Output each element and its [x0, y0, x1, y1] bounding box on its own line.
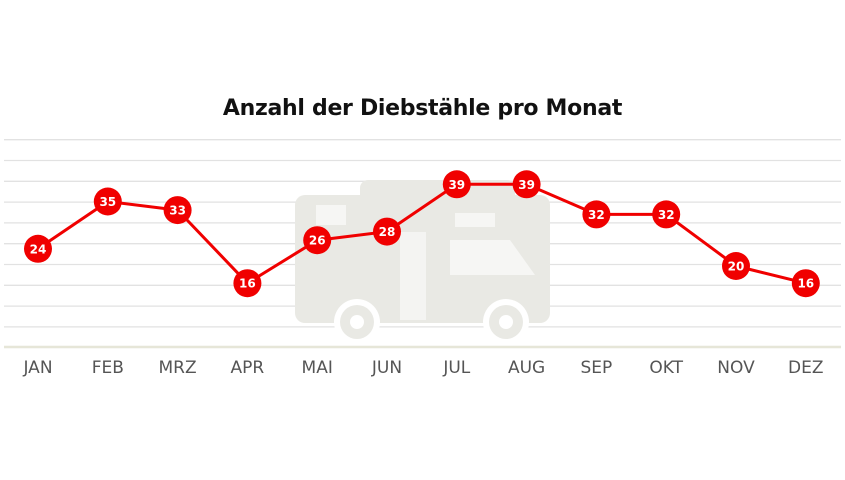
data-point — [512, 170, 541, 199]
x-tick-label: JAN — [22, 358, 52, 378]
data-point — [373, 217, 401, 246]
data-point — [93, 187, 122, 216]
data-point — [722, 252, 750, 280]
data-point — [442, 170, 471, 199]
data-label: 16 — [239, 277, 256, 291]
x-tick-label: AUG — [508, 358, 545, 378]
data-label: 24 — [30, 242, 47, 256]
data-point — [652, 200, 681, 229]
data-label: 20 — [728, 260, 745, 274]
data-point — [791, 269, 820, 298]
data-point — [233, 269, 262, 298]
data-label: 16 — [797, 277, 814, 291]
series-line: 24 35 33 16 26 28 39 39 32 32 20 16 — [24, 170, 820, 298]
camper-van-icon — [295, 180, 550, 345]
x-tick-label: FEB — [92, 358, 124, 378]
x-tick-label: MAI — [302, 358, 333, 378]
x-tick-label: JUL — [442, 358, 470, 378]
data-label: 26 — [309, 234, 326, 248]
data-label: 32 — [658, 208, 675, 222]
x-axis-ticks: JAN FEB MRZ APR MAI JUN JUL AUG SEP OKT NOV DEZ — [22, 358, 823, 378]
x-tick-label: MRZ — [159, 358, 197, 378]
data-label: 33 — [169, 204, 186, 218]
data-label: 32 — [588, 208, 605, 222]
x-tick-label: JUN — [371, 358, 402, 378]
data-point — [582, 200, 611, 229]
x-tick-label: APR — [231, 358, 265, 378]
x-tick-label: SEP — [581, 358, 613, 378]
data-label: 35 — [99, 195, 116, 209]
x-tick-label: NOV — [717, 358, 755, 378]
data-point — [24, 234, 52, 263]
chart-title: Anzahl der Diebstähle pro Monat — [222, 96, 623, 121]
data-point — [163, 196, 192, 225]
x-tick-label: OKT — [649, 358, 683, 378]
data-label: 39 — [448, 178, 465, 192]
data-point — [303, 226, 332, 255]
data-label: 28 — [379, 225, 396, 239]
x-tick-label: DEZ — [788, 358, 823, 378]
data-label: 39 — [518, 178, 535, 192]
